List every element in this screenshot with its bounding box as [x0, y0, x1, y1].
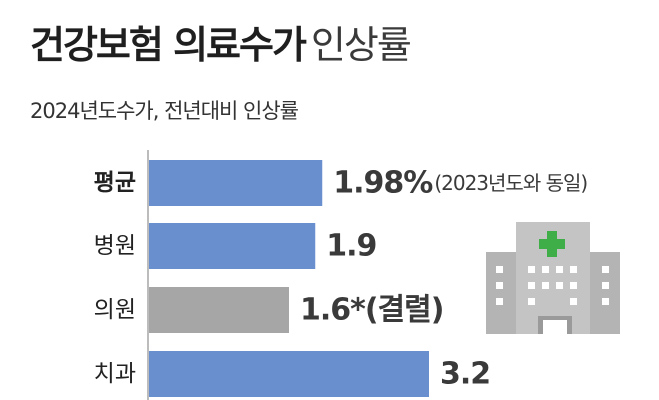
- building-windows: [496, 266, 609, 305]
- category-label-2: 의원: [94, 297, 136, 323]
- category-label-0: 평균: [94, 170, 136, 196]
- chart-title: 건강보험 의료수가 인상률: [30, 23, 412, 67]
- category-label-1: 병원: [94, 233, 136, 259]
- bar-0: [149, 160, 323, 206]
- category-label-3: 치과: [94, 361, 136, 387]
- chart-subtitle: 2024년도수가, 전년대비 인상률: [30, 99, 299, 123]
- value-label-1: 1.9: [326, 229, 376, 264]
- bar-3: [149, 351, 429, 397]
- bar-2: [149, 287, 289, 333]
- annotation-label-0: (2023년도와 동일): [434, 171, 587, 195]
- value-label-0: 1.98%: [333, 166, 433, 201]
- bar-1: [149, 223, 316, 269]
- value-label-2: 1.6*(결렬): [300, 293, 443, 328]
- hospital-icon: [486, 222, 620, 334]
- building-left-wing: [486, 252, 516, 334]
- building-right-wing: [590, 252, 620, 334]
- title-bold: 건강보험 의료수가: [30, 23, 307, 67]
- value-label-3: 3.2: [440, 357, 490, 392]
- title-light: 인상률: [310, 23, 412, 67]
- cross-horizontal: [539, 239, 565, 249]
- building-door-glass: [543, 320, 567, 334]
